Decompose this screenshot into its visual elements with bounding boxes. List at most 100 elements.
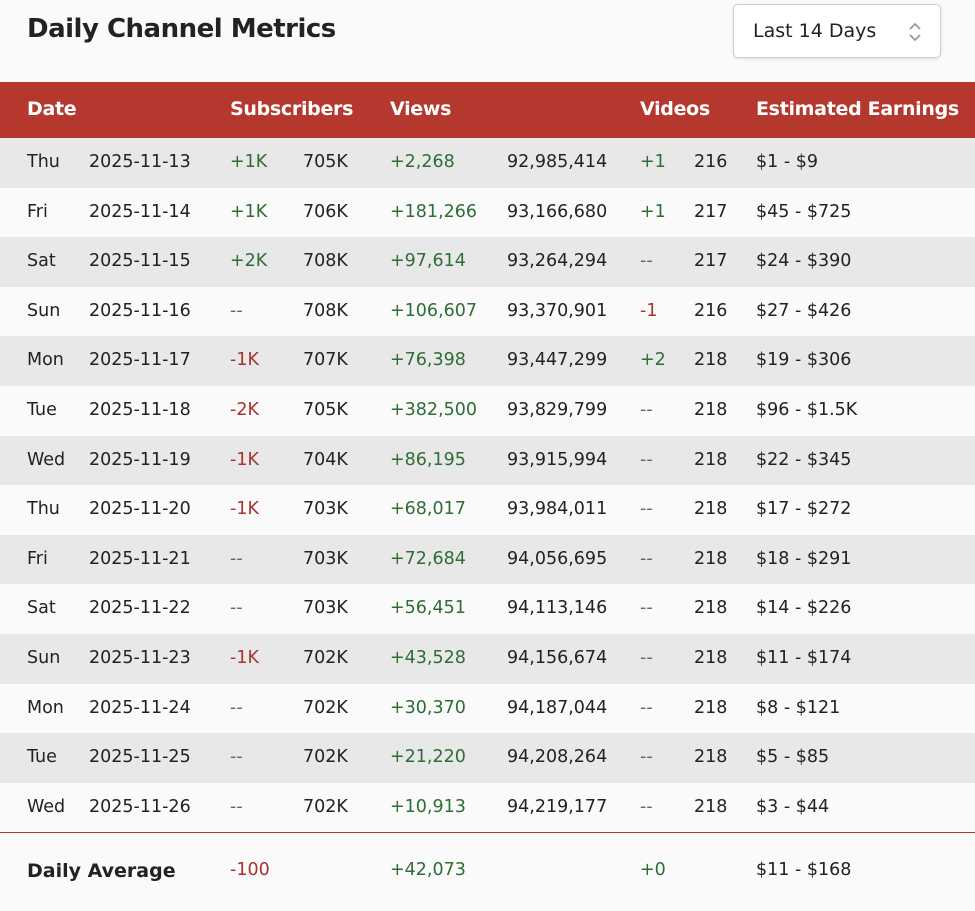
video-total: 217 bbox=[694, 251, 728, 272]
subscriber-total: 708K bbox=[303, 300, 348, 321]
subscriber-change: +1K bbox=[230, 152, 268, 172]
subscriber-total: 702K bbox=[303, 648, 348, 668]
subscriber-change: -- bbox=[230, 796, 243, 817]
view-total: 94,187,044 bbox=[507, 697, 608, 718]
subscriber-change: -- bbox=[230, 598, 243, 619]
view-total: 92,985,414 bbox=[507, 152, 608, 172]
date: 2025-11-14 bbox=[89, 201, 191, 222]
table-row: Thu 2025-11-13 +1K 705K +2,268 92,985,414 +1 21… bbox=[0, 138, 975, 188]
subscriber-total: 703K bbox=[303, 499, 348, 520]
day: Tue bbox=[27, 747, 57, 768]
date: 2025-11-22 bbox=[89, 598, 191, 619]
table-header: Date Subscribers Views Videos Estimated Earn… bbox=[0, 82, 975, 138]
video-change: -- bbox=[640, 400, 653, 420]
earnings: $5 - $85 bbox=[756, 747, 830, 768]
subscriber-change: -- bbox=[230, 548, 243, 569]
view-total: 94,156,674 bbox=[507, 648, 608, 668]
range-select-value: Last 14 Days bbox=[753, 20, 877, 42]
video-change: -1 bbox=[640, 300, 658, 321]
earnings: $96 - $1.5K bbox=[756, 400, 858, 420]
subscriber-change: -2K bbox=[230, 400, 259, 420]
table-row: Tue 2025-11-18 -2K 705K +382,500 93,829,799 --… bbox=[0, 386, 975, 436]
subscriber-total: 702K bbox=[303, 796, 348, 817]
date: 2025-11-13 bbox=[89, 152, 191, 172]
table-row: Sat 2025-11-15 +2K 708K +97,614 93,264,294 -- 2… bbox=[0, 237, 975, 287]
video-change: -- bbox=[640, 796, 653, 817]
table-row: Mon 2025-11-24 -- 702K +30,370 94,187,044 -- 21… bbox=[0, 684, 975, 734]
view-change: +76,398 bbox=[390, 350, 466, 371]
subscriber-total: 707K bbox=[303, 350, 348, 371]
video-total: 218 bbox=[694, 350, 728, 371]
view-change: +106,607 bbox=[390, 300, 478, 321]
select-chevrons bbox=[909, 22, 921, 42]
subscriber-change: +1K bbox=[230, 201, 268, 222]
view-total: 93,264,294 bbox=[507, 251, 608, 272]
video-total: 218 bbox=[694, 697, 728, 718]
column-header: Subscribers bbox=[230, 98, 354, 120]
date: 2025-11-20 bbox=[89, 499, 191, 520]
table-row: Sun 2025-11-16 -- 708K +106,607 93,370,901 -1 2… bbox=[0, 287, 975, 337]
view-change: +382,500 bbox=[390, 400, 478, 420]
table-row: Wed 2025-11-26 -- 702K +10,913 94,219,177 -- 21… bbox=[0, 783, 975, 833]
earnings: $18 - $291 bbox=[756, 548, 852, 569]
view-total: 93,370,901 bbox=[507, 300, 608, 321]
date: 2025-11-18 bbox=[89, 400, 191, 420]
column-header: Videos bbox=[640, 98, 710, 120]
subscriber-change: -1K bbox=[230, 449, 259, 470]
earnings: $22 - $345 bbox=[756, 449, 852, 470]
earnings: $11 - $174 bbox=[756, 648, 852, 668]
table-row: Sat 2025-11-22 -- 703K +56,451 94,113,146 -- 21… bbox=[0, 584, 975, 634]
video-total: 216 bbox=[694, 300, 728, 321]
view-total: 94,113,146 bbox=[507, 598, 608, 619]
table-row: Thu 2025-11-20 -1K 703K +68,017 93,984,011 -- 2… bbox=[0, 485, 975, 535]
table-row: Wed 2025-11-19 -1K 704K +86,195 93,915,994 -- 2… bbox=[0, 435, 975, 486]
day: Sat bbox=[27, 598, 56, 619]
video-total: 218 bbox=[694, 598, 728, 619]
view-total: 94,219,177 bbox=[507, 796, 608, 817]
footer-subscribers: -100 bbox=[230, 860, 270, 880]
view-change: +72,684 bbox=[390, 548, 466, 569]
subscriber-total: 703K bbox=[303, 548, 348, 569]
day: Tue bbox=[27, 400, 57, 420]
date: 2025-11-21 bbox=[89, 548, 191, 569]
date: 2025-11-23 bbox=[89, 648, 191, 668]
view-total: 93,984,011 bbox=[507, 499, 608, 520]
video-total: 218 bbox=[694, 548, 728, 569]
subscriber-change: +2K bbox=[230, 251, 268, 272]
video-total: 218 bbox=[694, 747, 728, 768]
day: Thu bbox=[27, 499, 60, 520]
subscriber-total: 705K bbox=[303, 400, 348, 420]
day: Wed bbox=[27, 449, 66, 470]
subscriber-change: -1K bbox=[230, 350, 259, 371]
column-header: Date bbox=[27, 98, 77, 120]
subscriber-change: -- bbox=[230, 747, 243, 768]
earnings: $19 - $306 bbox=[756, 350, 852, 371]
video-change: -- bbox=[640, 499, 653, 520]
day: Sat bbox=[27, 251, 56, 272]
table-row: Mon 2025-11-17 -1K 707K +76,398 93,447,299 +2 2… bbox=[0, 336, 975, 386]
table-footer: Daily Average -100 +42,073 +0 $11 - $168 bbox=[0, 832, 975, 911]
subscriber-total: 705K bbox=[303, 152, 348, 172]
video-total: 216 bbox=[694, 152, 728, 172]
video-total: 218 bbox=[694, 648, 728, 668]
table-row: Sun 2025-11-23 -1K 702K +43,528 94,156,674 -- 2… bbox=[0, 634, 975, 684]
page-title: Daily Channel Metrics bbox=[27, 14, 336, 44]
day: Thu bbox=[27, 152, 60, 172]
earnings: $45 - $725 bbox=[756, 201, 852, 222]
view-change: +68,017 bbox=[390, 499, 466, 520]
column-header: Estimated Earnings bbox=[756, 98, 959, 120]
range-select[interactable]: Last 14 Days bbox=[733, 4, 941, 58]
footer-earnings: $11 - $168 bbox=[756, 860, 852, 880]
day: Fri bbox=[27, 548, 48, 569]
video-change: -- bbox=[640, 747, 653, 768]
view-change: +2,268 bbox=[390, 152, 455, 172]
subscriber-change: -1K bbox=[230, 648, 259, 668]
view-change: +30,370 bbox=[390, 697, 466, 718]
view-total: 93,166,680 bbox=[507, 201, 608, 222]
date: 2025-11-15 bbox=[89, 251, 191, 272]
view-total: 94,056,695 bbox=[507, 548, 608, 569]
day: Mon bbox=[27, 350, 64, 371]
earnings: $14 - $226 bbox=[756, 598, 852, 619]
subscriber-change: -- bbox=[230, 697, 243, 718]
view-total: 93,829,799 bbox=[507, 400, 608, 420]
